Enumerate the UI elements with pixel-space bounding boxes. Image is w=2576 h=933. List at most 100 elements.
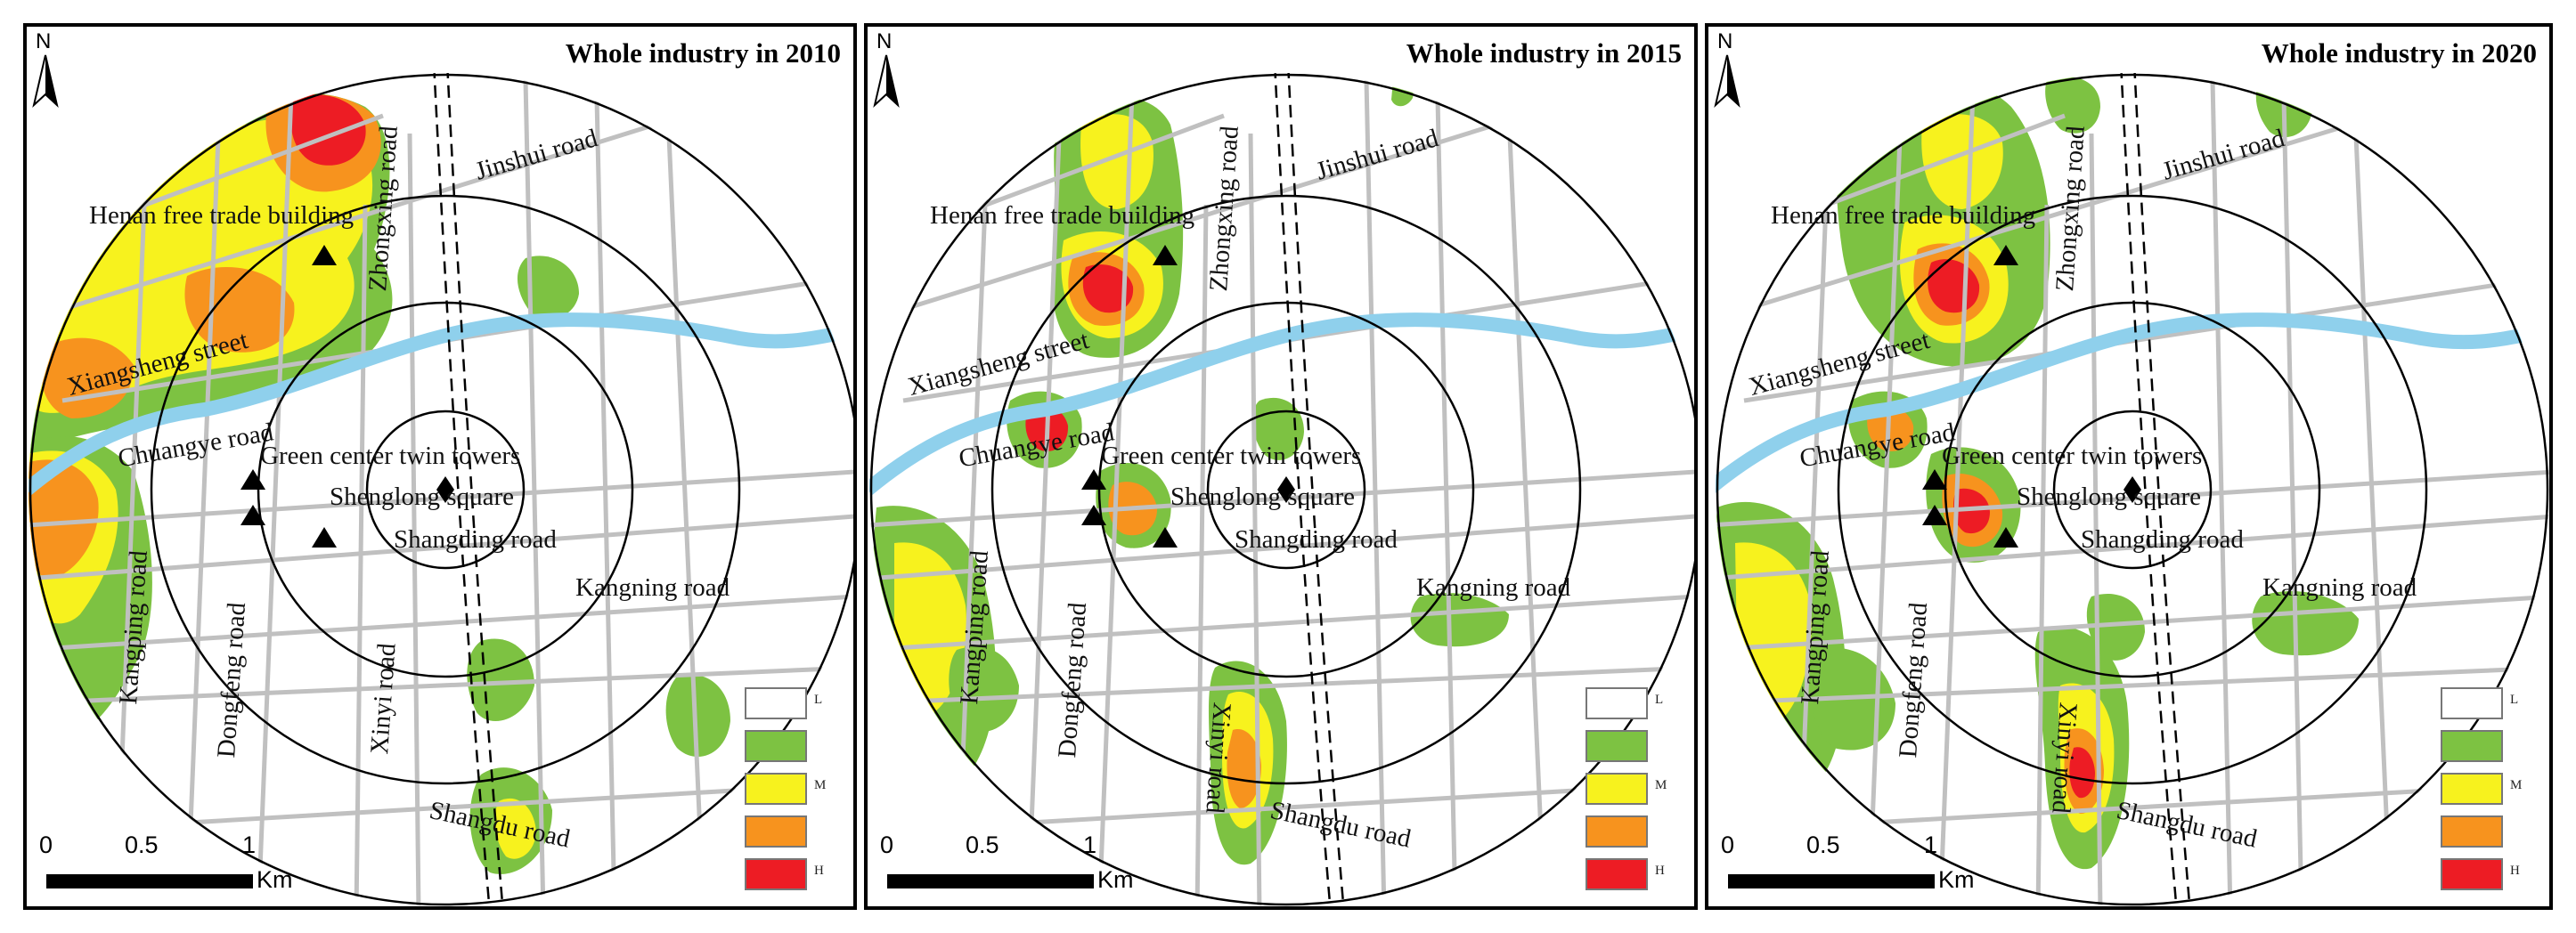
legend-swatch	[1586, 687, 1648, 719]
label-green-center-twin-towers: Green center twin towers	[260, 442, 521, 470]
north-arrow-icon: N	[873, 29, 900, 108]
hotspot-left-high	[29, 459, 99, 579]
legend-swatch	[2441, 730, 2503, 762]
label-kangning-road: Kangning road	[1416, 573, 1571, 602]
scale-tick: 0	[1721, 832, 1735, 858]
label-green-center-twin-towers: Green center twin towers	[1101, 442, 1362, 470]
legend-row: L	[1586, 687, 1675, 723]
scale-tick: 1	[1083, 832, 1097, 858]
river	[1716, 312, 2549, 496]
legend-swatch	[1586, 730, 1648, 762]
panel-title: Whole industry in 2010	[565, 37, 841, 69]
label-green-center-twin-towers: Green center twin towers	[1942, 442, 2203, 470]
label-henan-free-trade-building: Henan free trade building	[930, 201, 1195, 230]
label-shenglong-square: Shenglong square	[1170, 483, 1355, 511]
map-canvas	[29, 73, 853, 906]
map-panel-2020: Whole industry in 2020 N Jinshui road He…	[1705, 23, 2553, 910]
legend: L M H	[1586, 680, 1675, 894]
hotspot-sp	[2069, 747, 2095, 799]
north-label: N	[876, 29, 892, 53]
legend-row	[745, 815, 834, 851]
label-henan-free-trade-building: Henan free trade building	[1771, 201, 2036, 230]
legend-row: H	[1586, 858, 1675, 894]
label-shangding-road: Shangding road	[394, 525, 557, 554]
hotspot-low2	[2045, 77, 2100, 134]
legend-row: M	[2441, 773, 2530, 808]
scale-bar: 0 0.5 1 Km	[39, 832, 306, 894]
legend-row	[2441, 730, 2530, 766]
legend-row: L	[745, 687, 834, 723]
legend-swatch	[1586, 773, 1648, 805]
panel-title: Whole industry in 2020	[2261, 37, 2537, 69]
scale-tick: 1	[1924, 832, 1938, 858]
scale-unit: Km	[1097, 866, 1134, 893]
railway	[2117, 73, 2192, 906]
hotspot-b2h	[1953, 488, 1990, 534]
legend-row: M	[745, 773, 834, 808]
railway	[1271, 73, 1346, 906]
label-kangning-road: Kangning road	[575, 573, 730, 602]
legend-row	[1586, 730, 1675, 766]
legend-label: L	[2510, 693, 2519, 707]
scale-bar-fill	[1728, 874, 1935, 888]
legend-label: M	[2510, 778, 2523, 792]
label-shenglong-square: Shenglong square	[2017, 483, 2201, 511]
legend-swatch	[745, 687, 807, 719]
landmark-markers	[1922, 245, 2141, 548]
railway	[430, 73, 505, 906]
legend-swatch	[1586, 815, 1648, 848]
north-arrow-icon: N	[1714, 29, 1740, 108]
scale-tick: 0	[880, 832, 894, 858]
legend-row	[1586, 815, 1675, 851]
landmark-markers	[240, 245, 454, 548]
landmark-markers	[1081, 245, 1295, 548]
legend-label: H	[1655, 864, 1665, 878]
scale-bar-fill	[887, 874, 1094, 888]
legend-label: M	[1655, 778, 1667, 792]
label-shangding-road: Shangding road	[2081, 525, 2244, 554]
north-arrow-icon: N	[32, 29, 59, 108]
panel-title: Whole industry in 2015	[1406, 37, 1682, 69]
legend-label: M	[814, 778, 827, 792]
legend-swatch	[2441, 773, 2503, 805]
river	[29, 312, 853, 496]
legend-label: L	[1655, 693, 1664, 707]
legend-row: M	[1586, 773, 1675, 808]
scale-unit: Km	[257, 866, 293, 893]
legend: L M H	[745, 680, 834, 894]
legend-label: L	[814, 693, 823, 707]
legend-swatch	[745, 815, 807, 848]
legend-row	[2441, 815, 2530, 851]
river	[869, 312, 1694, 496]
scale-tick: 0.5	[125, 832, 159, 858]
legend-swatch	[745, 730, 807, 762]
scale-bar: 0 0.5 1 Km	[880, 832, 1147, 894]
scale-bar-fill	[46, 874, 253, 888]
legend-swatch	[2441, 815, 2503, 848]
hotspot-mid	[1080, 114, 1153, 209]
north-label: N	[1717, 29, 1732, 53]
legend-swatch	[745, 858, 807, 890]
legend-label: H	[814, 864, 824, 878]
label-henan-free-trade-building: Henan free trade building	[89, 201, 355, 230]
legend-label: H	[2510, 864, 2520, 878]
scale-tick: 0	[39, 832, 53, 858]
legend-row: H	[2441, 858, 2530, 894]
scale-bar: 0 0.5 1 Km	[1721, 832, 1988, 894]
north-label: N	[36, 29, 51, 53]
hotspot-e1	[517, 256, 579, 320]
map-panel-2010: Whole industry in 2010 N Jinshui road He…	[23, 23, 857, 910]
hotspot-e5	[494, 798, 536, 859]
legend-row: H	[745, 858, 834, 894]
label-shenglong-square: Shenglong square	[330, 483, 514, 511]
hotspot-sh	[1227, 729, 1261, 808]
label-shangding-road: Shangding road	[1235, 525, 1398, 554]
legend: L M H	[2441, 680, 2530, 894]
scale-tick: 0.5	[966, 832, 999, 858]
scale-tick: 0.5	[1806, 832, 1840, 858]
legend-swatch	[2441, 858, 2503, 890]
hotspot-e	[1410, 593, 1509, 647]
hotspot-e3	[665, 674, 730, 757]
hotspot-mid	[1921, 114, 2003, 209]
legend-row: L	[2441, 687, 2530, 723]
